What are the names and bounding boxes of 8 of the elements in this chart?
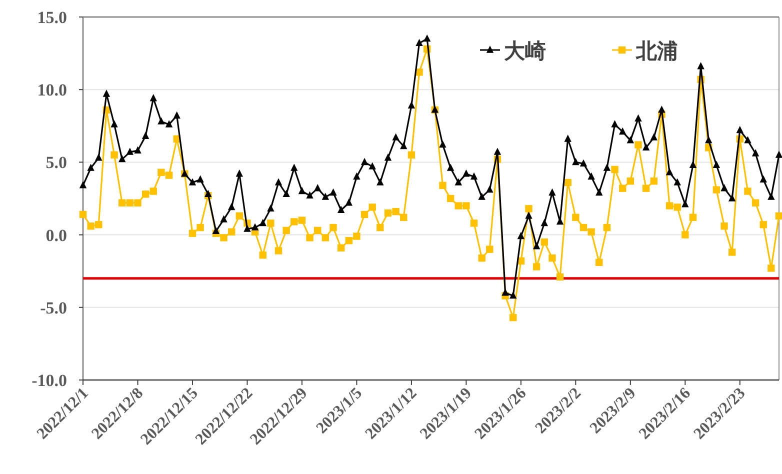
y-tick-label: -5.0 [40, 298, 67, 318]
legend-label: 大崎 [504, 39, 546, 63]
y-tick-label: -10.0 [32, 371, 67, 390]
y-tick-label: 0.0 [46, 226, 67, 245]
legend-label: 北浦 [635, 39, 678, 63]
y-tick-label: 10.0 [37, 80, 67, 100]
y-tick-label: 15.0 [37, 8, 67, 27]
y-tick-label: 5.0 [46, 153, 67, 172]
